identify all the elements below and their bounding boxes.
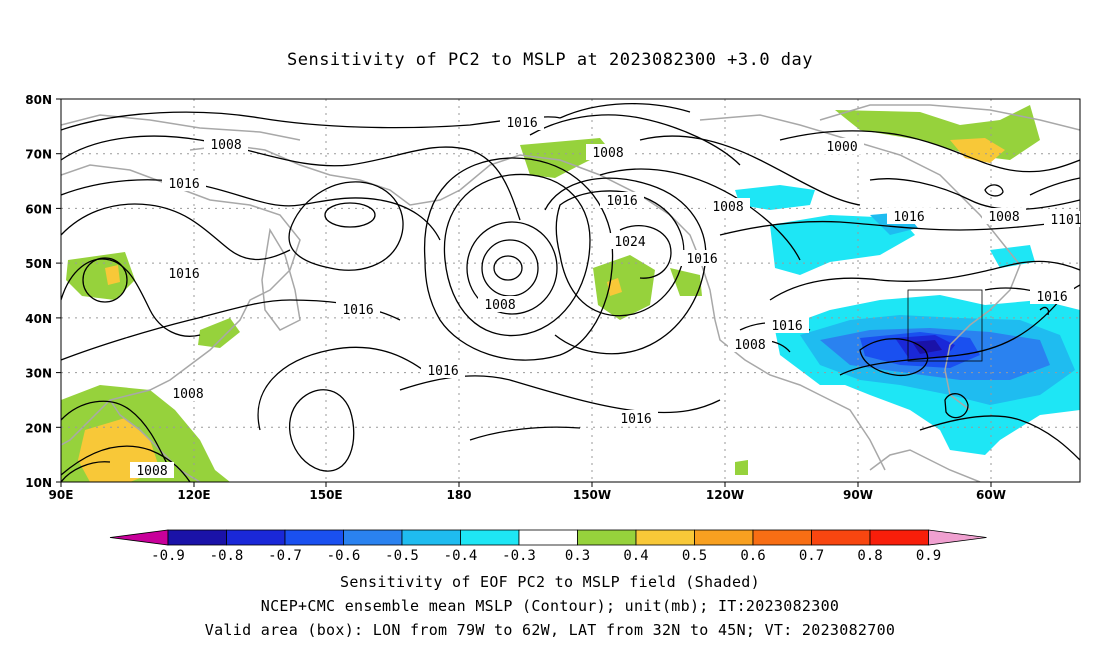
colorbar-tick-label: -0.4 — [444, 548, 478, 564]
colorbar-box — [518, 529, 578, 546]
lon-label: 90E — [49, 488, 74, 502]
lat-label: 10N — [25, 476, 52, 490]
colorbar-tick-label: 0.3 — [565, 548, 590, 564]
contour-label: 1008 — [136, 464, 167, 479]
colorbar-tick-label: 0.8 — [857, 548, 882, 564]
colorbar-box — [752, 529, 812, 546]
lon-label: 150E — [309, 488, 342, 502]
lon-label: 60W — [976, 488, 1006, 502]
colorbar-tick-label: 0.4 — [623, 548, 648, 564]
map-border — [60, 98, 1081, 483]
contour-label: 1016 — [771, 319, 802, 334]
colorbar-labels: -0.9 -0.8 -0.7 -0.6 -0.5 -0.4 -0.3 0.3 0.4 0.5 0.6… — [151, 548, 941, 564]
colorbar-box — [694, 529, 754, 546]
colorbar-tick-label: 0.7 — [799, 548, 824, 564]
contour-label: 1016 — [427, 364, 458, 379]
colorbar-tick-label: -0.3 — [502, 548, 536, 564]
map-panel: 80N 70N 60N 50N 40N 30N 20N 10N 90E 120E… — [25, 93, 1082, 502]
contour-label: 1016 — [506, 116, 537, 131]
caption-contour: NCEP+CMC ensemble mean MSLP (Contour); u… — [260, 597, 840, 615]
lon-label: 120W — [706, 488, 744, 502]
contour-label: 1008 — [484, 298, 515, 313]
colorbar-box — [284, 529, 344, 546]
colorbar-box — [343, 529, 403, 546]
caption-valid-area: Valid area (box): LON from 79W to 62W, L… — [204, 621, 896, 639]
contour-label: 1000 — [826, 140, 857, 155]
colorbar-arrow-low — [109, 529, 169, 546]
coastlines — [61, 104, 1080, 482]
colorbar-tick-label: 0.6 — [740, 548, 765, 564]
colorbar-tick-label: 0.9 — [916, 548, 941, 564]
colorbar-arrow-high — [928, 529, 987, 546]
contour-label: 1016 — [893, 210, 924, 225]
contour-label: 1016 — [168, 177, 199, 192]
contour-label: 1016 — [606, 194, 637, 209]
colorbar-tick-label: -0.7 — [268, 548, 302, 564]
lon-label: 120E — [177, 488, 210, 502]
contour-label: 1008 — [988, 210, 1019, 225]
contour-label: 1016 — [342, 303, 373, 318]
contour-label: 1016 — [168, 267, 199, 282]
shaded-sensitivity — [61, 105, 1080, 482]
contour-label: 1016 — [620, 412, 651, 427]
gridlines — [61, 99, 1080, 482]
colorbar-box — [460, 529, 520, 546]
colorbar-box — [167, 529, 227, 546]
colorbar-boxes — [109, 529, 987, 546]
contour-label: 1008 — [172, 387, 203, 402]
colorbar-box — [635, 529, 695, 546]
lat-label: 40N — [25, 312, 52, 326]
colorbar-tick-label: -0.5 — [385, 548, 419, 564]
contour-label: 1016 — [1036, 290, 1067, 305]
contour-label: 1101 — [1050, 213, 1081, 228]
colorbar-tick-label: -0.6 — [327, 548, 361, 564]
lat-label: 60N — [25, 202, 52, 216]
caption-shaded: Sensitivity of EOF PC2 to MSLP field (Sh… — [340, 573, 760, 591]
contour-label: 1008 — [210, 138, 241, 153]
lon-label: 150W — [573, 488, 611, 502]
colorbar-box — [577, 529, 637, 546]
colorbar-tick-label: -0.8 — [210, 548, 244, 564]
colorbar-box — [811, 529, 871, 546]
lat-label: 80N — [25, 93, 52, 107]
lon-label: 90W — [843, 488, 873, 502]
colorbar-tick-label: 0.5 — [682, 548, 707, 564]
lon-labels: 90E 120E 150E 180 150W 120W 90W 60W — [49, 488, 1006, 502]
mslp-contours — [61, 103, 1080, 482]
lat-label: 30N — [25, 367, 52, 381]
colorbar-box — [869, 529, 929, 546]
lat-labels: 80N 70N 60N 50N 40N 30N 20N 10N — [25, 93, 52, 490]
contour-label: 1008 — [712, 200, 743, 215]
contour-labels: 1016 1008 1000 1016 1008 1008 1016 1008 … — [130, 114, 1082, 479]
valid-area-box — [907, 289, 983, 362]
colorbar-tick-label: -0.9 — [151, 548, 185, 564]
colorbar-box — [401, 529, 461, 546]
contour-label: 1008 — [592, 146, 623, 161]
lat-label: 50N — [25, 257, 52, 271]
colorbar-box — [226, 529, 286, 546]
lat-label: 20N — [25, 421, 52, 435]
contour-label: 1016 — [686, 252, 717, 267]
axis-ticks — [56, 98, 992, 487]
contour-label: 1024 — [614, 235, 645, 250]
lon-label: 180 — [446, 488, 471, 502]
map-title: Sensitivity of PC2 to MSLP at 2023082300… — [286, 50, 813, 70]
contour-label: 1008 — [734, 338, 765, 353]
lat-label: 70N — [25, 148, 52, 162]
